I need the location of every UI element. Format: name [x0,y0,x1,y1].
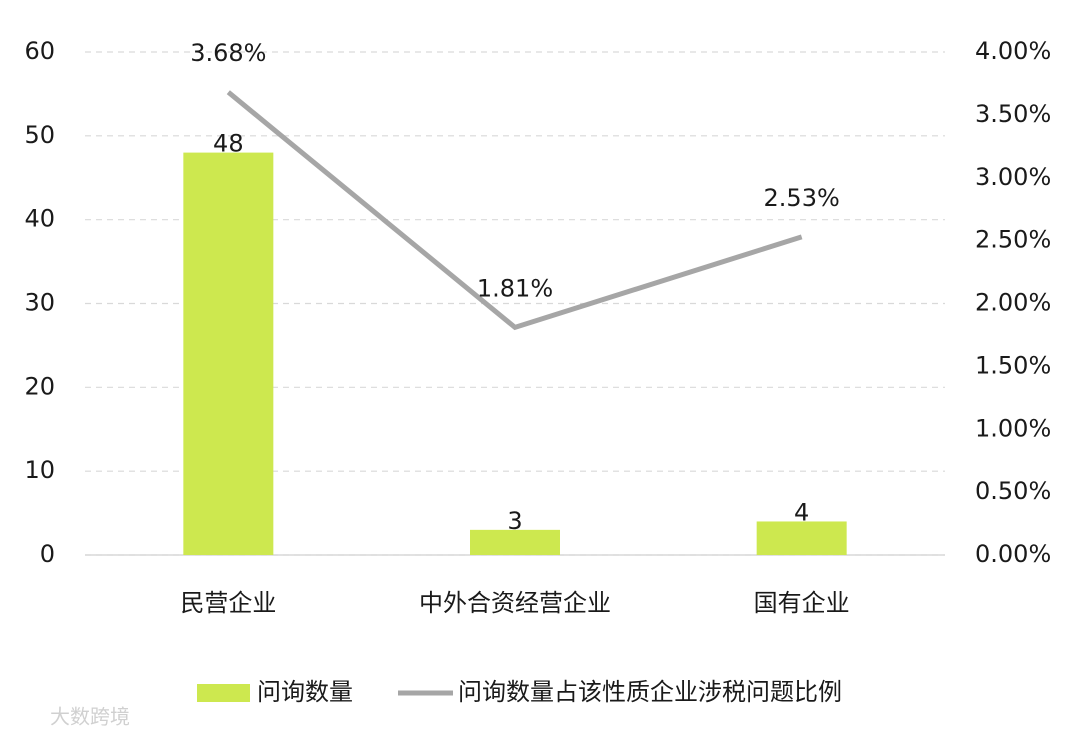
legend-label: 问询数量 [257,678,353,706]
y-tick-label: 10 [24,456,55,484]
line-value-label: 1.81% [477,274,553,302]
y2-tick-label: 3.00% [975,163,1051,191]
y-tick-label: 20 [24,372,55,400]
y2-tick-label: 0.00% [975,540,1051,568]
y-tick-label: 0 [40,540,55,568]
y2-tick-label: 3.50% [975,100,1051,128]
y2-tick-label: 1.50% [975,351,1051,379]
bar [183,152,274,555]
y-tick-label: 60 [24,37,55,65]
y2-tick-label: 2.00% [975,289,1051,317]
bar-value-label: 3 [507,507,522,535]
bar [470,529,560,555]
bar-value-label: 4 [794,498,809,526]
x-tick-label: 民营企业 [180,589,276,617]
watermark: 大数跨境 [50,705,130,729]
y-tick-label: 50 [24,121,55,149]
y2-tick-label: 2.50% [975,226,1051,254]
y-tick-label: 30 [24,289,55,317]
legend-label: 问询数量占该性质企业涉税问题比例 [458,678,842,706]
y2-tick-label: 0.50% [975,477,1051,505]
y2-tick-label: 4.00% [975,37,1051,65]
legend-swatch [197,684,250,702]
y-tick-label: 40 [24,205,55,233]
line-value-label: 2.53% [764,184,840,212]
line-value-label: 3.68% [190,39,266,67]
x-tick-label: 中外合资经营企业 [419,589,611,617]
line [226,90,803,331]
x-tick-label: 国有企业 [754,589,850,617]
bar [756,521,847,555]
y2-tick-label: 1.00% [975,414,1051,442]
bar-value-label: 48 [213,130,244,158]
